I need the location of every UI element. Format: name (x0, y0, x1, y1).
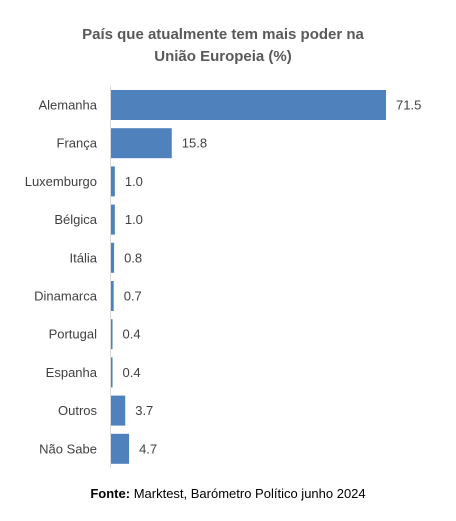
category-label-4: Itália (70, 250, 98, 265)
value-label-3: 1.0 (125, 212, 143, 227)
value-label-4: 0.8 (124, 250, 142, 265)
category-label-1: França (57, 136, 98, 151)
category-label-5: Dinamarca (34, 289, 98, 304)
bars-group: Alemanha 71.5 França 15.8 Luxemburgo 1.0 Bélgi… (25, 90, 421, 464)
chart-title-line-2: União Europeia (%) (154, 48, 292, 65)
bar-5 (111, 281, 114, 311)
bar-7 (111, 357, 113, 388)
value-label-2: 1.0 (125, 174, 143, 189)
source-text: Marktest, Barómetro Político junho 2024 (130, 486, 366, 501)
bar-3 (111, 204, 115, 235)
bar-0 (111, 90, 386, 120)
value-label-9: 4.7 (139, 441, 157, 456)
chart-title-line-1: País que atualmente tem mais poder na (82, 26, 364, 43)
value-label-0: 71.5 (396, 98, 421, 113)
value-label-1: 15.8 (182, 136, 207, 151)
category-label-2: Luxemburgo (25, 174, 97, 189)
value-label-7: 0.4 (123, 365, 141, 380)
category-label-6: Portugal (49, 327, 98, 342)
category-label-9: Não Sabe (39, 441, 97, 456)
bar-2 (111, 166, 115, 197)
bar-8 (111, 395, 126, 426)
value-label-8: 3.7 (135, 403, 153, 418)
source-note: Fonte: Marktest, Barómetro Político junh… (0, 486, 456, 501)
bar-9 (111, 433, 130, 464)
bar-1 (111, 128, 172, 159)
bar-6 (111, 319, 113, 350)
category-label-3: Bélgica (54, 212, 97, 227)
source-prefix: Fonte: (90, 486, 131, 501)
value-label-6: 0.4 (123, 327, 141, 342)
bar-4 (111, 242, 115, 273)
category-label-0: Alemanha (38, 98, 97, 113)
category-label-8: Outros (58, 403, 98, 418)
category-label-7: Espanha (46, 365, 98, 380)
value-label-5: 0.7 (124, 289, 142, 304)
